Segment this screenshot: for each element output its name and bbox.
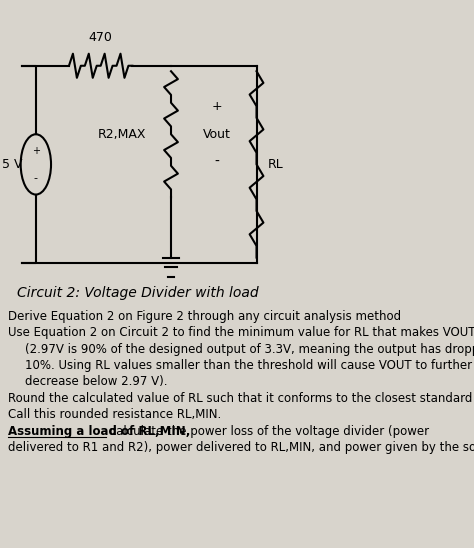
Text: RL: RL	[267, 158, 283, 171]
Text: Call this rounded resistance RL,MIN.: Call this rounded resistance RL,MIN.	[8, 408, 221, 421]
Text: Use Equation 2 on Circuit 2 to find the minimum value for RL that makes VOUT> 2.: Use Equation 2 on Circuit 2 to find the …	[8, 326, 474, 339]
Text: Circuit 2: Voltage Divider with load: Circuit 2: Voltage Divider with load	[17, 286, 259, 300]
Text: -: -	[214, 155, 219, 169]
Text: Vout: Vout	[202, 128, 230, 141]
Text: Derive Equation 2 on Figure 2 through any circuit analysis method: Derive Equation 2 on Figure 2 through an…	[8, 310, 401, 323]
Text: calculate the power loss of the voltage divider (power: calculate the power loss of the voltage …	[106, 425, 429, 438]
Text: decrease below 2.97 V).: decrease below 2.97 V).	[25, 375, 167, 389]
Text: Round the calculated value of RL such that it conforms to the closest standard l: Round the calculated value of RL such th…	[8, 392, 474, 405]
Text: R2,MAX: R2,MAX	[98, 128, 146, 141]
Text: 470: 470	[89, 31, 113, 44]
Text: Assuming a load of RL,MIN,: Assuming a load of RL,MIN,	[8, 425, 191, 438]
Text: +: +	[211, 100, 222, 113]
Text: -: -	[34, 173, 38, 183]
Text: 10%. Using RL values smaller than the threshold will cause VOUT to further: 10%. Using RL values smaller than the th…	[25, 359, 472, 372]
Text: (2.97V is 90% of the designed output of 3.3V, meaning the output has dropped by: (2.97V is 90% of the designed output of …	[25, 342, 474, 356]
Text: 5 V: 5 V	[2, 158, 23, 171]
Text: +: +	[32, 146, 40, 156]
Text: delivered to R1 and R2), power delivered to RL,MIN, and power given by the sourc: delivered to R1 and R2), power delivered…	[8, 441, 474, 454]
